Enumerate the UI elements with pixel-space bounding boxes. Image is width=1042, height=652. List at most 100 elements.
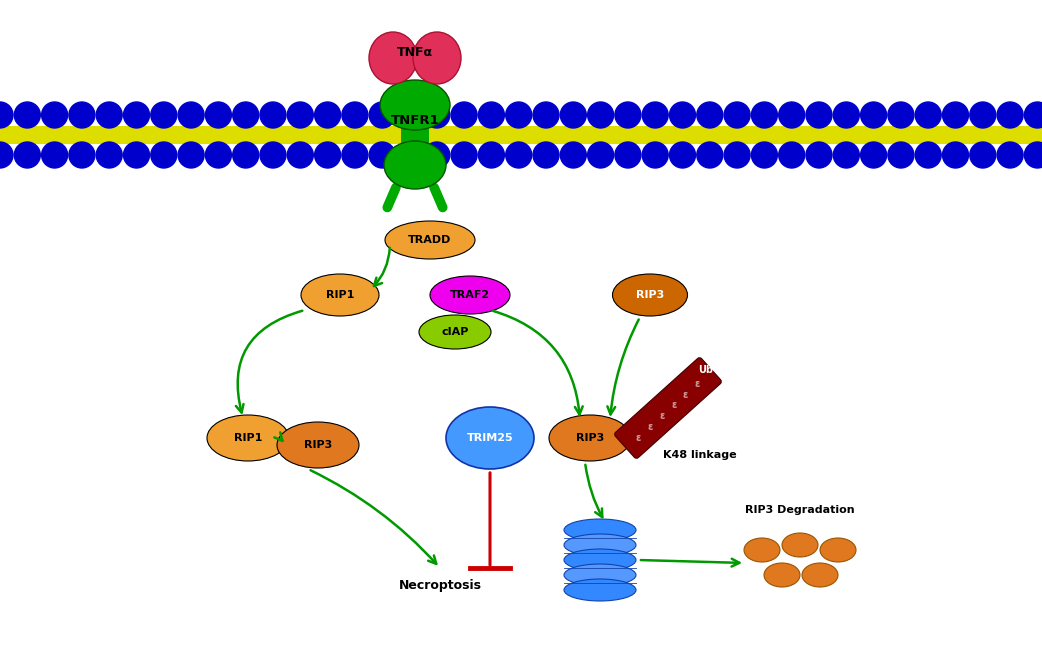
Circle shape (1024, 102, 1042, 128)
Circle shape (42, 142, 68, 168)
Circle shape (861, 102, 887, 128)
Circle shape (124, 102, 149, 128)
Circle shape (642, 102, 668, 128)
Circle shape (96, 102, 122, 128)
Circle shape (888, 142, 914, 168)
Circle shape (424, 102, 450, 128)
Ellipse shape (782, 533, 818, 557)
Circle shape (670, 142, 695, 168)
Circle shape (397, 142, 422, 168)
Ellipse shape (564, 564, 636, 586)
Ellipse shape (549, 415, 631, 461)
Circle shape (505, 102, 531, 128)
Ellipse shape (564, 579, 636, 601)
Circle shape (997, 142, 1023, 168)
Ellipse shape (613, 274, 688, 316)
Text: TRAF2: TRAF2 (450, 290, 490, 300)
Circle shape (888, 102, 914, 128)
Circle shape (397, 102, 422, 128)
Circle shape (478, 142, 504, 168)
Ellipse shape (207, 415, 289, 461)
Text: Necroptosis: Necroptosis (398, 578, 481, 591)
Ellipse shape (564, 534, 636, 556)
Circle shape (451, 102, 477, 128)
Circle shape (751, 102, 777, 128)
Text: RIP3: RIP3 (576, 433, 604, 443)
Circle shape (69, 102, 95, 128)
Text: TRADD: TRADD (408, 235, 451, 245)
Circle shape (642, 142, 668, 168)
Circle shape (861, 142, 887, 168)
Circle shape (697, 142, 723, 168)
Circle shape (534, 142, 559, 168)
Text: TNFα: TNFα (397, 46, 433, 59)
Circle shape (778, 102, 804, 128)
Text: ε: ε (683, 390, 689, 400)
Circle shape (178, 142, 204, 168)
Text: RIP3: RIP3 (304, 440, 332, 450)
Circle shape (178, 102, 204, 128)
Circle shape (260, 142, 286, 168)
Circle shape (451, 142, 477, 168)
Circle shape (588, 102, 614, 128)
Circle shape (670, 102, 695, 128)
Circle shape (561, 142, 587, 168)
Ellipse shape (744, 538, 780, 562)
Text: RIP1: RIP1 (233, 433, 263, 443)
Circle shape (205, 142, 231, 168)
Text: Ub: Ub (698, 365, 714, 375)
Circle shape (69, 142, 95, 168)
Text: TNFR1: TNFR1 (391, 113, 440, 126)
Circle shape (724, 102, 750, 128)
Circle shape (915, 142, 941, 168)
Circle shape (970, 102, 996, 128)
Circle shape (424, 142, 450, 168)
Circle shape (778, 142, 804, 168)
Circle shape (315, 142, 341, 168)
Circle shape (151, 142, 177, 168)
Circle shape (943, 142, 968, 168)
Circle shape (342, 142, 368, 168)
Bar (401, 108, 429, 153)
Circle shape (42, 102, 68, 128)
Ellipse shape (384, 141, 446, 189)
Bar (0, 126, 1042, 144)
Circle shape (288, 142, 314, 168)
Ellipse shape (820, 538, 855, 562)
Circle shape (505, 142, 531, 168)
FancyBboxPatch shape (615, 357, 721, 458)
Circle shape (15, 102, 41, 128)
Ellipse shape (380, 80, 450, 130)
Text: cIAP: cIAP (442, 327, 469, 337)
Circle shape (260, 102, 286, 128)
Ellipse shape (277, 422, 359, 468)
Circle shape (997, 102, 1023, 128)
Circle shape (697, 102, 723, 128)
Circle shape (15, 142, 41, 168)
Circle shape (807, 142, 832, 168)
Circle shape (943, 102, 968, 128)
Circle shape (96, 142, 122, 168)
Text: ε: ε (660, 411, 665, 421)
Circle shape (1024, 142, 1042, 168)
Circle shape (369, 142, 395, 168)
Circle shape (915, 102, 941, 128)
Circle shape (232, 142, 258, 168)
Circle shape (0, 142, 13, 168)
Text: ε: ε (695, 379, 700, 389)
Text: ε: ε (647, 422, 652, 432)
Text: TRIM25: TRIM25 (467, 433, 514, 443)
Circle shape (288, 102, 314, 128)
FancyArrowPatch shape (388, 188, 396, 207)
Ellipse shape (446, 407, 534, 469)
Circle shape (561, 102, 587, 128)
Ellipse shape (430, 276, 510, 314)
Circle shape (124, 142, 149, 168)
Ellipse shape (384, 221, 475, 259)
Ellipse shape (369, 32, 417, 84)
Ellipse shape (764, 563, 800, 587)
Circle shape (588, 142, 614, 168)
Text: K48 linkage: K48 linkage (663, 450, 737, 460)
Ellipse shape (564, 549, 636, 571)
Circle shape (834, 142, 860, 168)
